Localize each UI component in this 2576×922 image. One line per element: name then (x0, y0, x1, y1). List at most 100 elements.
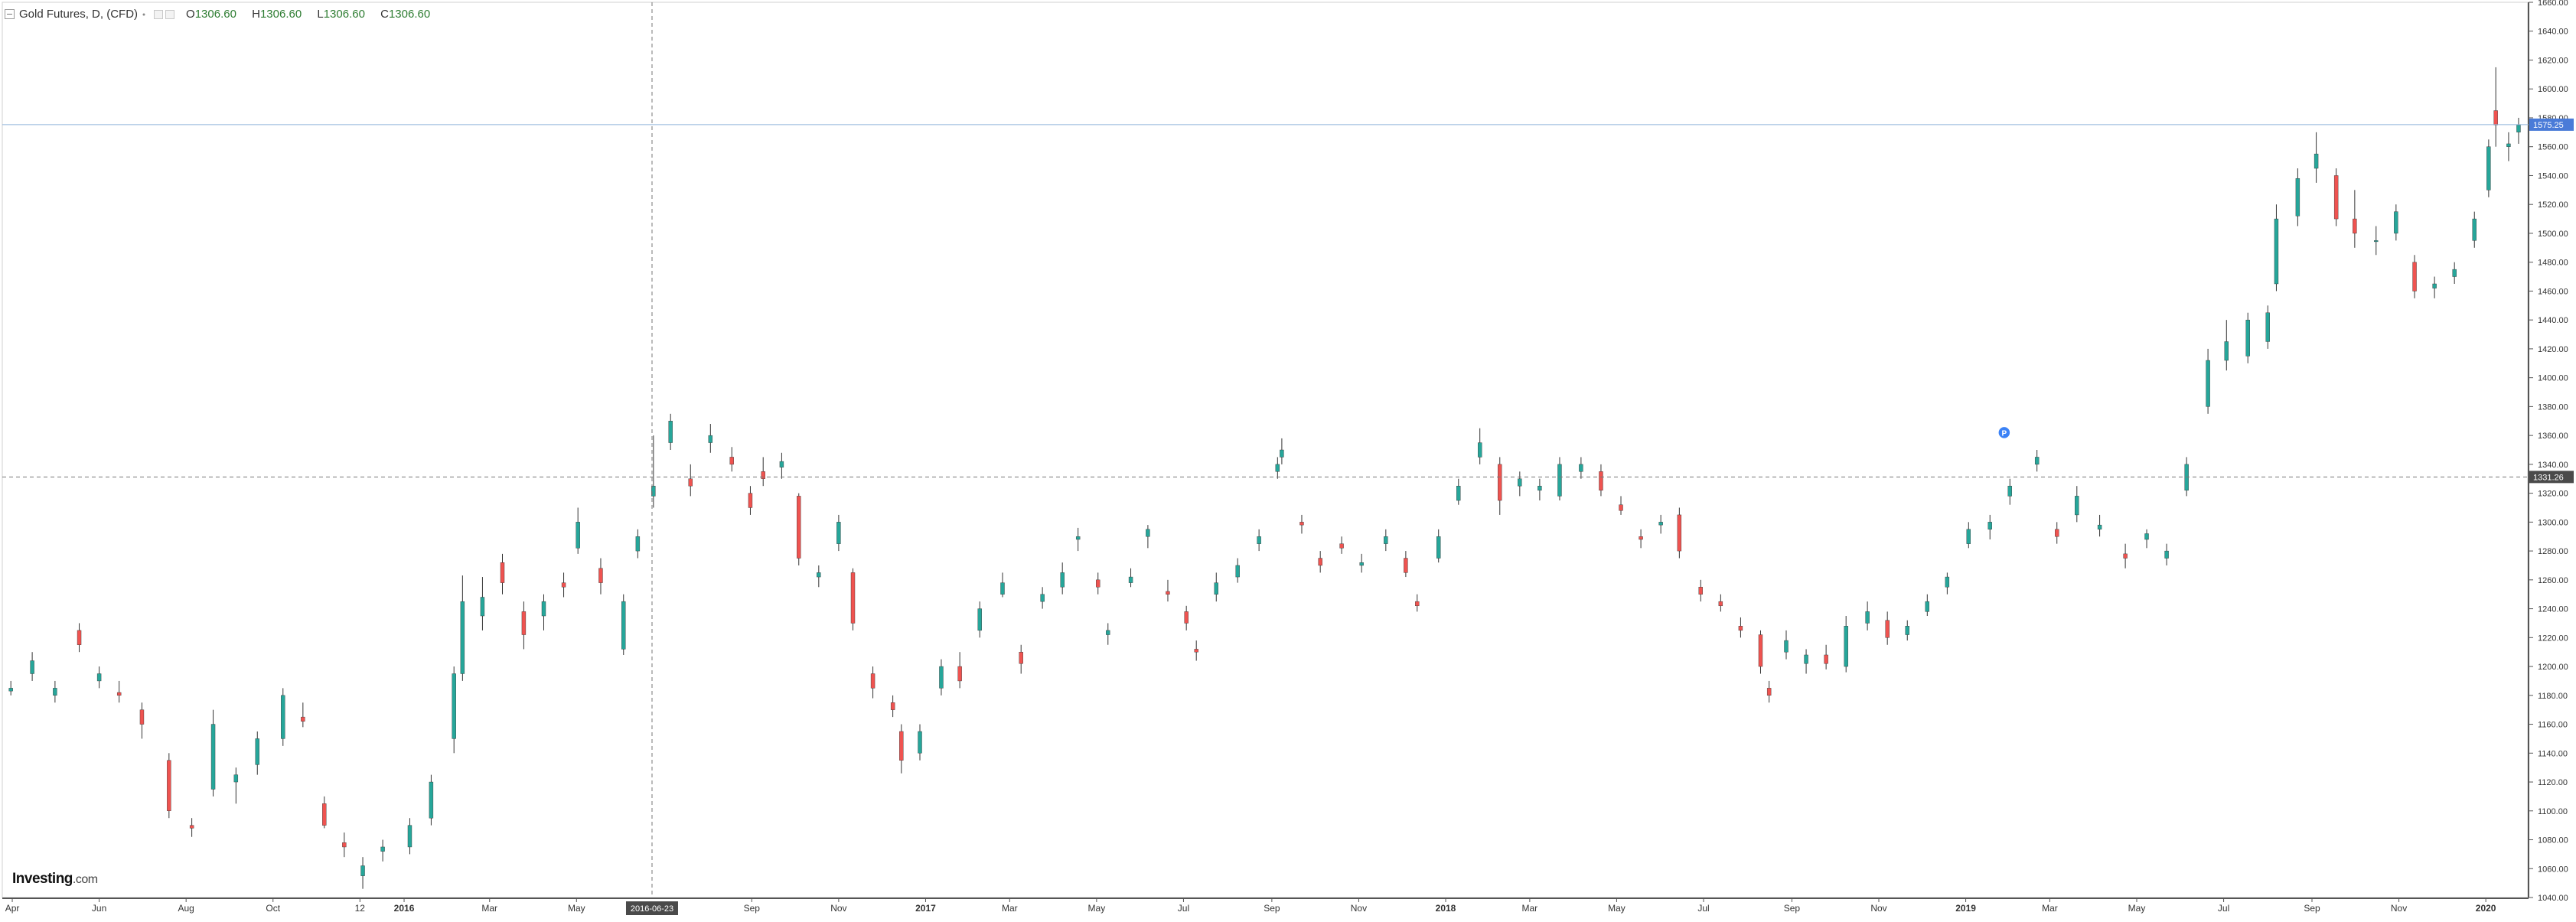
candle-body (233, 774, 239, 783)
candle-body (2493, 110, 2498, 125)
price-tick-label: 1280.00 (2538, 547, 2568, 556)
event-marker-icon (1997, 425, 2011, 440)
candle-body (2007, 485, 2012, 497)
candle-body (635, 536, 641, 552)
candle-body (255, 738, 259, 765)
candle-body (598, 568, 603, 583)
logo-brand: Investing (12, 871, 73, 887)
candle-body (1639, 536, 1643, 540)
candle-body (210, 724, 216, 790)
candle-body (2452, 269, 2457, 277)
time-tick-label: Sep (2304, 903, 2320, 914)
time-tick-label: Mar (1002, 903, 1018, 914)
candle-body (2075, 496, 2079, 516)
candle-body (167, 760, 171, 811)
time-tick-label: 12 (355, 903, 366, 914)
crosshair-price-label: 1331.26 (2533, 473, 2564, 482)
symbol-title[interactable]: Gold Futures, D, (CFD) (19, 8, 139, 21)
price-tick-label: 1400.00 (2538, 374, 2568, 383)
candle-body (1415, 601, 1420, 607)
candle-body (1384, 536, 1388, 544)
candle-body (748, 493, 753, 508)
candle-body (688, 478, 693, 487)
low-value: 1306.60 (323, 8, 365, 21)
price-tick-label: 1160.00 (2538, 721, 2568, 730)
investing-logo[interactable]: Investing.com (12, 871, 98, 888)
candle-body (1987, 522, 1992, 529)
candle-body (779, 461, 784, 468)
candle-body (407, 825, 412, 848)
candle-body (1257, 536, 1261, 544)
time-tick-label: Nov (1351, 903, 1367, 914)
candle-body (1885, 620, 1890, 638)
price-tick-label: 1340.00 (2538, 461, 2568, 470)
candle-body (1128, 576, 1133, 583)
candle-body (2274, 218, 2279, 285)
candle-body (189, 825, 194, 829)
logo-suffix: .com (72, 873, 98, 886)
price-tick-label: 1360.00 (2538, 432, 2568, 441)
crosshair-date-label: 2016-06-23 (631, 904, 673, 914)
ohlc-values: O1306.60 H1306.60 L1306.60 C1306.60 (186, 8, 442, 21)
price-tick-label: 1100.00 (2538, 807, 2568, 816)
candle-body (2295, 178, 2300, 217)
candle-body (1619, 504, 1623, 511)
candle-body (1925, 601, 1930, 612)
candle-body (918, 731, 922, 754)
candle-body (116, 692, 122, 696)
candle-body (899, 731, 904, 761)
time-tick-label: Sep (744, 903, 761, 914)
candle-body (2374, 240, 2379, 243)
candle-body (2144, 533, 2149, 540)
candle-body (1194, 649, 1198, 653)
candle-body (1184, 611, 1189, 624)
price-tick-label: 1260.00 (2538, 576, 2568, 585)
time-tick-label: 2018 (1436, 903, 1456, 914)
candle-body (1498, 464, 1502, 501)
candle-body (2245, 319, 2250, 357)
time-tick-label: May (2128, 903, 2146, 914)
candle-body (1658, 522, 1663, 526)
candle-body (668, 421, 673, 443)
price-tick-label: 1220.00 (2538, 634, 2568, 643)
candle-body (2394, 211, 2398, 234)
candle-body (561, 582, 566, 588)
candle-body (521, 611, 527, 635)
candle-body (1146, 529, 1150, 537)
candle-body (1537, 485, 1542, 491)
collapse-legend-button[interactable] (5, 9, 15, 19)
time-tick-label: Nov (1870, 903, 1886, 914)
last-price-label: 1575.25 (2533, 121, 2564, 130)
candle-body (2506, 143, 2511, 147)
candle-body (797, 496, 801, 559)
candle-body (2432, 283, 2437, 288)
candle-body (1557, 464, 1562, 497)
candle-body (2034, 457, 2040, 465)
candle-body (77, 630, 82, 645)
time-tick-label: 2016 (394, 903, 415, 914)
candle-body (2412, 262, 2417, 292)
price-tick-label: 1040.00 (2538, 894, 2568, 903)
candle-body (2224, 341, 2229, 361)
price-tick-label: 1300.00 (2538, 518, 2568, 527)
price-tick-label: 1560.00 (2538, 143, 2568, 152)
candle-body (2265, 312, 2270, 342)
time-tick-label: Sep (1264, 903, 1280, 914)
time-tick-label: Nov (830, 903, 846, 914)
time-axis-labels: Apr Jun Aug Oct 12 2016 Mar May Sep Nov 2017 Mar May… (5, 898, 2496, 914)
candle-body (761, 471, 765, 479)
candle-body (1804, 654, 1808, 664)
price-tick-label: 1440.00 (2538, 316, 2568, 325)
candle-body (1865, 611, 1870, 624)
candle-body (729, 457, 734, 465)
time-tick-label: Sep (1784, 903, 1801, 914)
hide-box-icon[interactable] (165, 9, 175, 19)
settings-box-icon[interactable] (154, 9, 164, 19)
candle-body (1478, 442, 1482, 458)
price-tick-label: 1460.00 (2538, 287, 2568, 296)
candle-body (836, 522, 841, 544)
low-label: L (317, 8, 324, 21)
